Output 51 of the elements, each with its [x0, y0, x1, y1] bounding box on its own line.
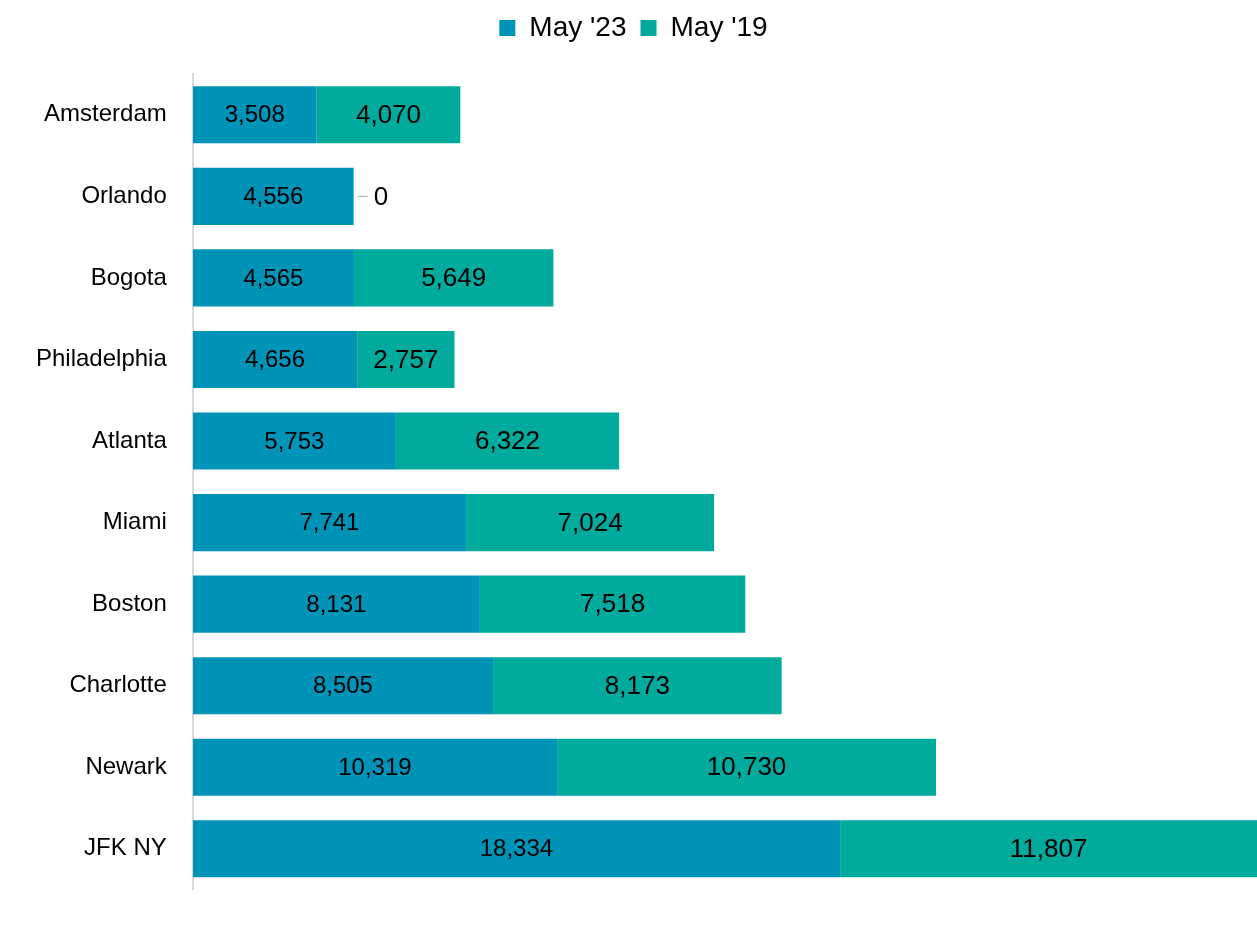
data-label: 8,505 — [312, 671, 373, 699]
bar — [192, 657, 494, 715]
data-label: 8,131 — [306, 589, 367, 617]
bar — [395, 412, 620, 470]
bar — [192, 738, 558, 796]
bar — [557, 738, 936, 796]
y-tick-label: Amsterdam — [44, 99, 167, 127]
data-label: 10,319 — [338, 752, 412, 780]
bar — [192, 412, 396, 470]
bar — [192, 86, 317, 144]
data-label: 4,656 — [244, 345, 305, 373]
y-tick-label: Orlando — [81, 180, 167, 208]
y-tick-label: Newark — [85, 751, 168, 779]
bar — [192, 330, 358, 389]
bar — [192, 249, 354, 307]
data-label: 3,508 — [224, 100, 285, 128]
bar — [192, 167, 354, 225]
bar — [192, 820, 841, 878]
bar — [192, 494, 467, 552]
data-label: 18,334 — [479, 834, 554, 862]
y-tick-label: JFK NY — [84, 833, 167, 861]
y-tick-label: Boston — [92, 588, 167, 616]
y-tick-label: Miami — [102, 507, 167, 535]
data-label: 7,518 — [580, 588, 646, 619]
y-tick-label: Atlanta — [92, 425, 168, 453]
bar — [840, 820, 1257, 878]
y-tick-label: Bogota — [90, 262, 168, 290]
data-label: 5,753 — [264, 426, 325, 454]
y-tick-label: Charlotte — [69, 670, 167, 698]
bar — [357, 330, 455, 389]
data-label: 8,173 — [604, 669, 670, 700]
bar — [479, 575, 746, 633]
data-label: 6,322 — [474, 425, 541, 456]
bar — [493, 657, 782, 715]
bar — [353, 249, 554, 307]
bar — [192, 575, 480, 633]
data-label: 11,807 — [1009, 832, 1088, 863]
bar — [466, 494, 715, 552]
data-label: 10,730 — [706, 751, 787, 782]
bar — [316, 86, 461, 144]
data-label: 4,070 — [355, 98, 422, 129]
data-label: 0 — [373, 180, 389, 211]
legend-label: May '19 — [670, 10, 768, 42]
data-label: 4,556 — [243, 181, 304, 209]
y-tick-label: Philadelphia — [35, 344, 168, 372]
data-label: 5,649 — [421, 262, 487, 293]
data-label: 7,741 — [299, 508, 360, 536]
data-label: 2,757 — [373, 343, 439, 374]
data-label: 7,024 — [557, 506, 623, 537]
legend-label: May '23 — [529, 10, 627, 42]
data-label: 4,565 — [243, 263, 304, 291]
